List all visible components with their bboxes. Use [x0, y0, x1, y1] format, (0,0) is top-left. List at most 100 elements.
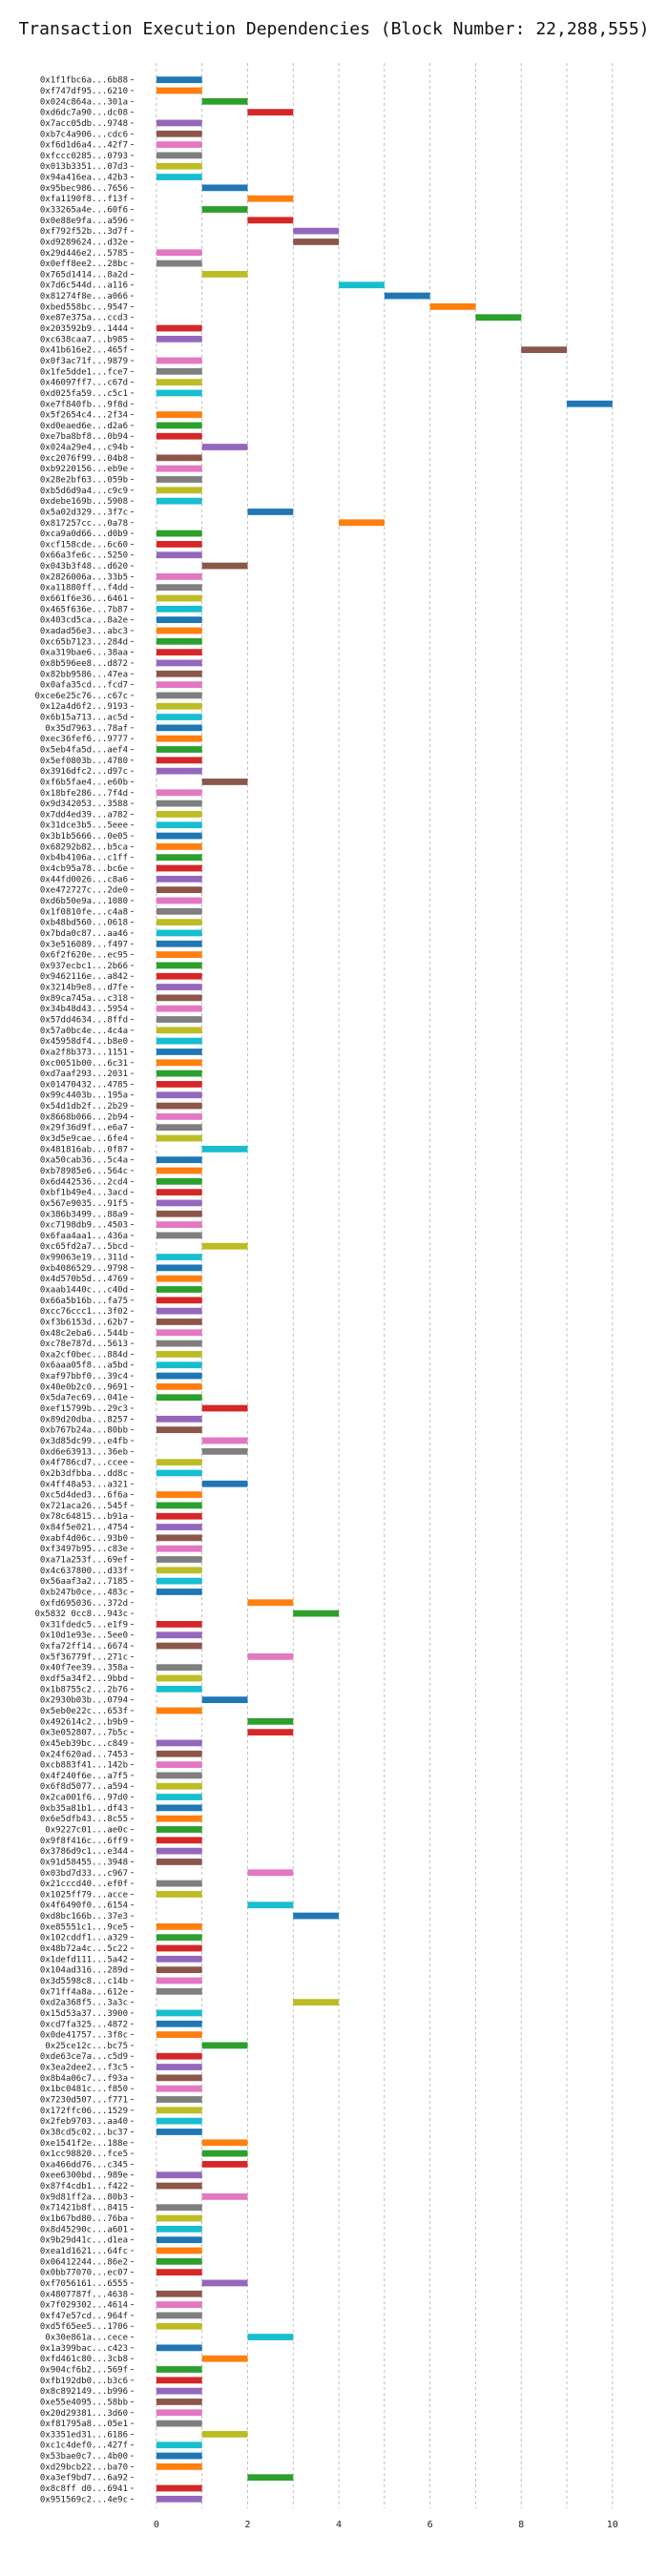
dependency-bar	[201, 1480, 248, 1487]
dependency-bar	[156, 1340, 202, 1347]
y-tick-label: 0xe55e4095...58bb	[40, 2398, 128, 2407]
dependency-bar	[156, 670, 202, 677]
y-tick-label: 0x4f786cd7...ccee	[40, 1459, 128, 1468]
dependency-bar	[156, 2204, 202, 2212]
y-tick-label: 0x1b8755c2...2b76	[40, 1685, 128, 1694]
dependency-bar	[293, 1912, 340, 1920]
y-tick-label: 0xce6e25c76...c67c	[34, 692, 128, 701]
y-tick-label: 0xd9289624...d32e	[40, 238, 128, 247]
dependency-bar	[156, 1221, 202, 1228]
dependency-bar	[293, 1610, 340, 1617]
y-tick-label: 0x44fd0026...c8a6	[40, 875, 128, 884]
dependency-bar	[156, 141, 202, 148]
dependency-bar	[156, 2085, 202, 2092]
dependency-bar	[156, 2171, 202, 2179]
y-tick-label: 0x15d53a37...3900	[40, 2009, 128, 2019]
y-tick-label: 0x91d58455...3948	[40, 1858, 128, 1867]
y-tick-label: 0x53bae0c7...4b00	[40, 2452, 128, 2462]
dependency-bar	[201, 2192, 248, 2200]
dependency-bar	[156, 572, 202, 580]
dependency-bar	[156, 637, 202, 645]
y-tick-label: 0x21cccd40...ef0f	[40, 1880, 128, 1889]
dependency-bar	[156, 1577, 202, 1585]
y-tick-label: 0x78c64815...b91a	[40, 1512, 128, 1522]
dependency-bar	[156, 2387, 202, 2395]
dependency-bar	[247, 1869, 294, 1877]
dependency-bar	[156, 2117, 202, 2125]
dependency-bar	[156, 1081, 202, 1088]
y-tick-label: 0xaf97bbf0...39c4	[40, 1372, 128, 1381]
dependency-bar	[156, 1955, 202, 1963]
y-tick-label: 0x48c2eba6...544b	[40, 1329, 128, 1339]
y-tick-label: 0x937ecbc1...2b66	[40, 962, 128, 971]
y-tick-label: 0xe87e375a...ccd3	[40, 314, 128, 323]
y-tick-label: 0x5ef0803b...4780	[40, 757, 128, 766]
dependency-bar	[156, 2322, 202, 2330]
y-tick-label: 0x99063e19...311d	[40, 1254, 128, 1263]
dependency-bar	[156, 1037, 202, 1045]
y-tick-label: 0x6b15a713...ac5d	[40, 714, 128, 723]
dependency-bar	[156, 692, 202, 699]
y-tick-label: 0x4d570b5d...4769	[40, 1275, 128, 1284]
dependency-bar	[156, 1826, 202, 1833]
dependency-bar	[156, 1112, 202, 1120]
y-tick-label: 0xb78985e6...564c	[40, 1167, 128, 1176]
dependency-bar	[156, 1987, 202, 1995]
y-tick-label: 0x87f4cdb1...f422	[40, 2182, 128, 2192]
dependency-bar	[156, 1944, 202, 1952]
y-tick-label: 0xabf4d06c...93b0	[40, 1534, 128, 1544]
y-tick-label: 0x951569c2...4e9c	[40, 2495, 128, 2504]
y-tick-label: 0xcd7fa325...4872	[40, 2020, 128, 2029]
dependency-bar	[156, 1027, 202, 1034]
dependency-bar	[156, 389, 202, 397]
dependency-bar	[156, 746, 202, 753]
dependency-bar	[156, 1124, 202, 1132]
y-tick-label: 0xd6dc7a90...dc08	[40, 109, 128, 118]
dependency-bar	[156, 130, 202, 137]
dependency-bar	[156, 702, 202, 710]
y-tick-label: 0x0f3ac71f...9879	[40, 357, 128, 366]
y-tick-label: 0xf747df95...6210	[40, 87, 128, 96]
dependency-bar	[156, 1091, 202, 1099]
dependency-bar	[156, 1534, 202, 1542]
y-tick-label: 0x3d5598c8...c14b	[40, 1977, 128, 1986]
y-tick-label: 0x1fe5dde1...fce7	[40, 367, 128, 377]
dependency-bar	[156, 907, 202, 915]
dependency-bar	[156, 1177, 202, 1185]
y-tick-label: 0x10d1e93e...5ee0	[40, 1631, 128, 1641]
dependency-bar	[156, 76, 202, 84]
dependency-bar	[247, 1901, 294, 1909]
y-tick-label: 0x013b3351...07d3	[40, 162, 128, 172]
y-tick-label: 0xb4b4106a...c1ff	[40, 854, 128, 863]
y-tick-label: 0xb5d6d9a4...c9c9	[40, 487, 128, 496]
y-tick-label: 0x81274f8e...a066	[40, 292, 128, 301]
dependency-bar	[156, 2301, 202, 2308]
y-tick-label: 0xf6d1d6a4...42f7	[40, 141, 128, 151]
dependency-bar	[156, 1631, 202, 1639]
dependency-bar	[156, 1016, 202, 1023]
dependency-bar	[156, 1589, 202, 1595]
dependency-bar	[566, 400, 613, 407]
y-tick-label: 0xe472727c...2de0	[40, 886, 128, 896]
y-tick-label: 0x5eb0e22c...653f	[40, 1707, 128, 1716]
y-tick-label: 0xb9220156...eb9e	[40, 465, 128, 474]
dependency-bar	[247, 109, 294, 116]
dependency-bar	[156, 1977, 202, 1984]
y-tick-label: 0x01470432...4785	[40, 1080, 128, 1090]
dependency-bar	[156, 605, 202, 613]
dependency-bar	[156, 1102, 202, 1110]
dependency-bar	[156, 649, 202, 656]
y-tick-label: 0x34b48d43...5954	[40, 1005, 128, 1014]
y-tick-label: 0xaab1440c...c40d	[40, 1286, 128, 1296]
dependency-bar	[156, 530, 202, 537]
dependency-bar	[156, 962, 202, 969]
dependency-bar	[156, 1134, 202, 1142]
y-tick-label: 0x31fdedc5...e1f9	[40, 1620, 128, 1630]
dependency-bar	[247, 509, 294, 515]
dependency-bar	[201, 2279, 248, 2287]
y-tick-label: 0x043b3f48...d620	[40, 562, 128, 571]
y-tick-label: 0x31dce3b5...5eee	[40, 821, 128, 831]
y-tick-label: 0x41b616e2...465f	[40, 346, 128, 356]
dependency-bar	[156, 1199, 202, 1207]
